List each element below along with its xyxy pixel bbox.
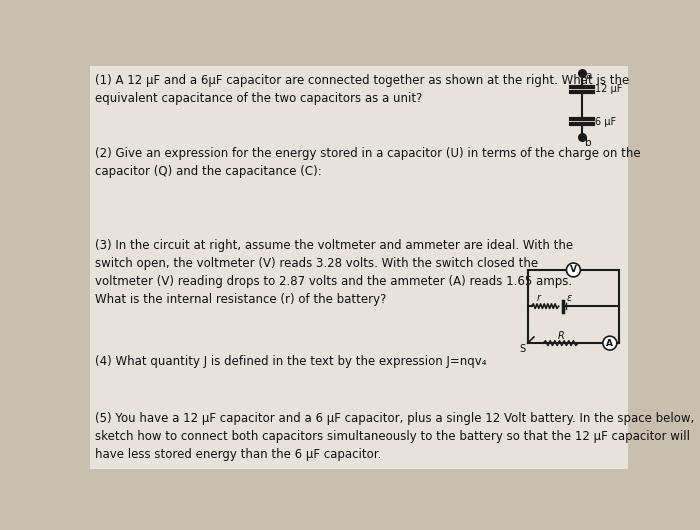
Text: (2) Give an expression for the energy stored in a capacitor (U) in terms of the : (2) Give an expression for the energy st… <box>95 147 641 178</box>
Circle shape <box>603 336 617 350</box>
Text: (5) You have a 12 μF capacitor and a 6 μF capacitor, plus a single 12 Volt batte: (5) You have a 12 μF capacitor and a 6 μ… <box>95 412 694 461</box>
Text: b: b <box>585 137 591 147</box>
Text: S: S <box>519 344 525 354</box>
Text: (1) A 12 μF and a 6μF capacitor are connected together as shown at the right. Wh: (1) A 12 μF and a 6μF capacitor are conn… <box>95 74 629 105</box>
Text: r: r <box>537 294 541 304</box>
Text: a: a <box>585 72 591 81</box>
Text: V: V <box>570 266 577 275</box>
Text: 6 μF: 6 μF <box>595 117 616 127</box>
Text: R: R <box>557 331 564 341</box>
Circle shape <box>566 263 580 277</box>
Text: 12 μF: 12 μF <box>595 84 622 94</box>
Text: (3) In the circuit at right, assume the voltmeter and ammeter are ideal. With th: (3) In the circuit at right, assume the … <box>95 239 573 306</box>
Text: ε: ε <box>566 294 571 304</box>
Text: A: A <box>606 339 613 348</box>
Text: (4) What quantity J is defined in the text by the expression J=nqv₄: (4) What quantity J is defined in the te… <box>95 355 486 368</box>
